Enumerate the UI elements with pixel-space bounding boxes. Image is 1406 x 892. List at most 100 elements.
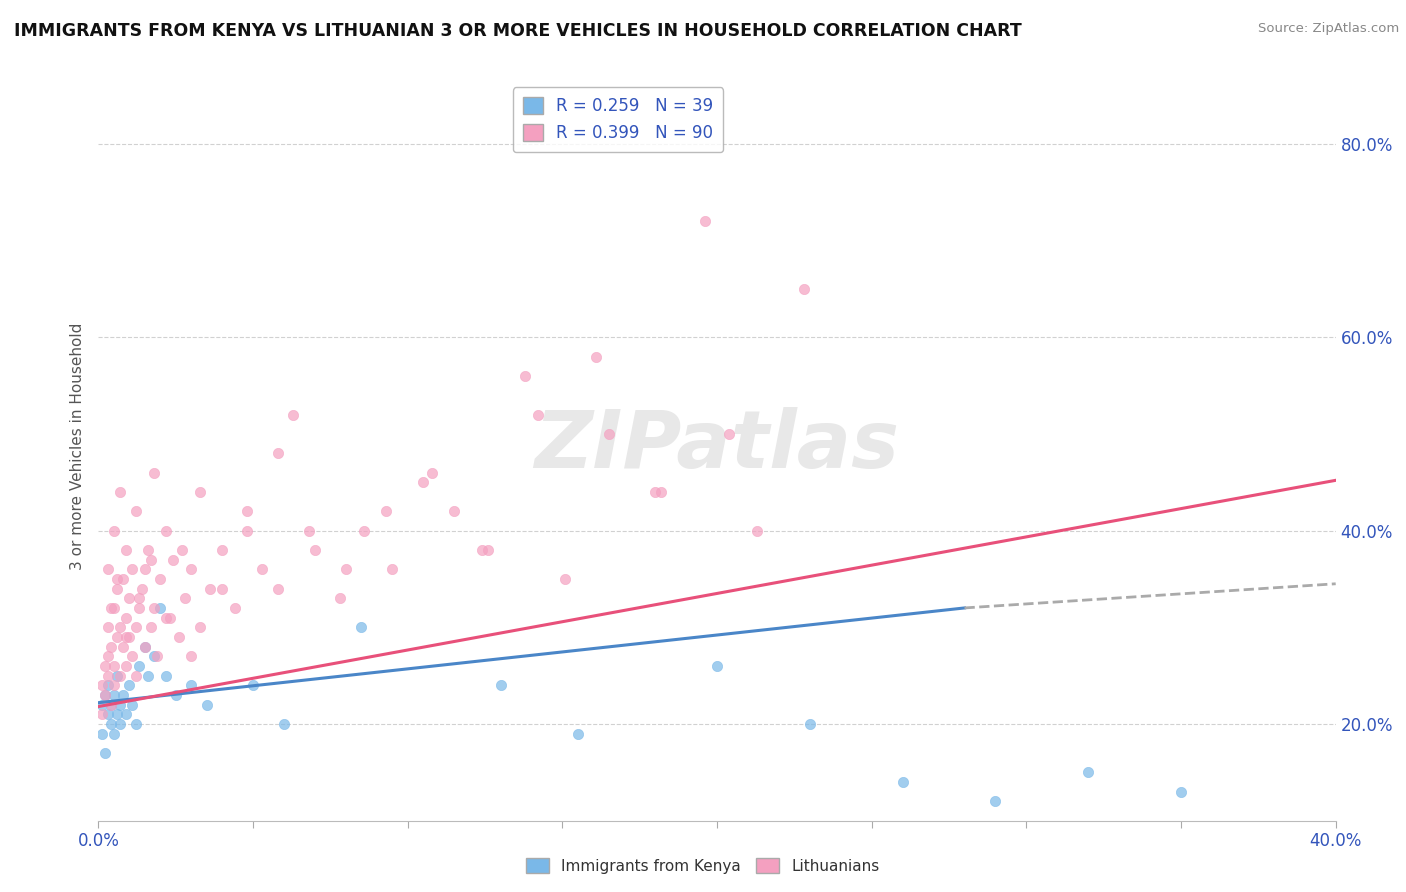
Point	[93, 688, 115, 702]
Point	[112, 572, 135, 586]
Point	[93, 746, 115, 760]
Point	[211, 543, 233, 558]
Point	[115, 707, 138, 722]
Point	[242, 678, 264, 692]
Point	[180, 649, 202, 664]
Y-axis label: 3 or more Vehicles in Household: 3 or more Vehicles in Household	[69, 322, 84, 570]
Point	[100, 698, 122, 712]
Point	[162, 552, 184, 566]
Point	[139, 552, 162, 566]
Point	[167, 630, 190, 644]
Point	[267, 582, 290, 596]
Point	[180, 562, 202, 576]
Point	[170, 543, 193, 558]
Point	[121, 698, 143, 712]
Point	[273, 717, 295, 731]
Point	[180, 678, 202, 692]
Point	[103, 726, 125, 740]
Point	[224, 601, 246, 615]
Text: IMMIGRANTS FROM KENYA VS LITHUANIAN 3 OR MORE VEHICLES IN HOUSEHOLD CORRELATION : IMMIGRANTS FROM KENYA VS LITHUANIAN 3 OR…	[14, 22, 1022, 40]
Point	[515, 368, 537, 383]
Point	[350, 620, 373, 634]
Point	[93, 688, 115, 702]
Point	[375, 504, 398, 518]
Point	[90, 726, 112, 740]
Point	[477, 543, 499, 558]
Point	[267, 446, 290, 460]
Point	[329, 591, 352, 606]
Point	[211, 582, 233, 596]
Point	[121, 649, 143, 664]
Point	[128, 601, 150, 615]
Point	[304, 543, 326, 558]
Point	[105, 707, 128, 722]
Point	[103, 688, 125, 702]
Point	[252, 562, 274, 576]
Point	[105, 572, 128, 586]
Point	[112, 688, 135, 702]
Point	[891, 775, 914, 789]
Point	[381, 562, 404, 576]
Point	[108, 484, 131, 499]
Point	[693, 214, 716, 228]
Text: Source: ZipAtlas.com: Source: ZipAtlas.com	[1258, 22, 1399, 36]
Point	[108, 620, 131, 634]
Point	[121, 562, 143, 576]
Point	[100, 698, 122, 712]
Point	[143, 649, 166, 664]
Point	[103, 601, 125, 615]
Point	[124, 620, 146, 634]
Point	[335, 562, 357, 576]
Point	[165, 688, 187, 702]
Point	[149, 601, 172, 615]
Point	[100, 717, 122, 731]
Point	[118, 678, 141, 692]
Point	[174, 591, 197, 606]
Point	[422, 466, 444, 480]
Point	[644, 484, 666, 499]
Point	[650, 484, 672, 499]
Point	[124, 717, 146, 731]
Point	[353, 524, 375, 538]
Point	[298, 524, 321, 538]
Point	[128, 659, 150, 673]
Legend: R = 0.259   N = 39, R = 0.399   N = 90: R = 0.259 N = 39, R = 0.399 N = 90	[513, 87, 723, 152]
Point	[195, 698, 218, 712]
Legend: Immigrants from Kenya, Lithuanians: Immigrants from Kenya, Lithuanians	[520, 852, 886, 880]
Point	[134, 640, 156, 654]
Point	[128, 591, 150, 606]
Point	[1077, 765, 1099, 780]
Point	[108, 668, 131, 682]
Point	[984, 794, 1007, 808]
Point	[283, 408, 305, 422]
Point	[103, 678, 125, 692]
Point	[747, 524, 769, 538]
Point	[718, 426, 741, 441]
Point	[134, 640, 156, 654]
Point	[105, 668, 128, 682]
Point	[97, 620, 120, 634]
Text: ZIPatlas: ZIPatlas	[534, 407, 900, 485]
Point	[489, 678, 512, 692]
Point	[139, 620, 162, 634]
Point	[100, 601, 122, 615]
Point	[124, 504, 146, 518]
Point	[155, 610, 177, 624]
Point	[236, 504, 259, 518]
Point	[131, 582, 153, 596]
Point	[115, 610, 138, 624]
Point	[190, 620, 212, 634]
Point	[97, 707, 120, 722]
Point	[706, 659, 728, 673]
Point	[105, 630, 128, 644]
Point	[108, 698, 131, 712]
Point	[90, 707, 112, 722]
Point	[115, 630, 138, 644]
Point	[97, 678, 120, 692]
Point	[115, 659, 138, 673]
Point	[799, 717, 821, 731]
Point	[567, 726, 589, 740]
Point	[100, 640, 122, 654]
Point	[143, 466, 166, 480]
Point	[1170, 784, 1192, 798]
